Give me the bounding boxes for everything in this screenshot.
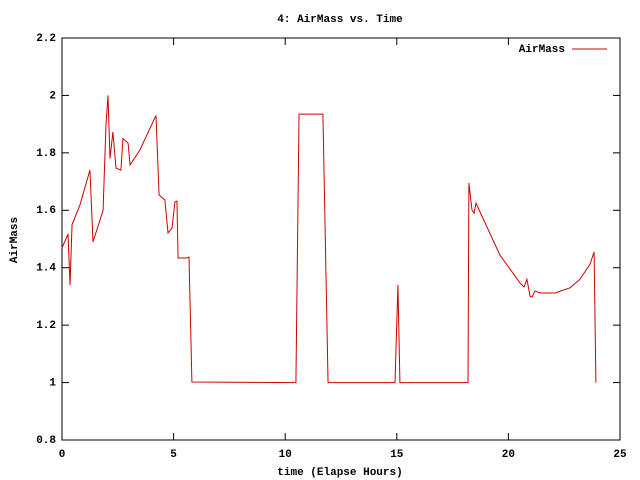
- x-tick-label: 20: [502, 449, 515, 461]
- y-tick-label: 1.8: [36, 148, 56, 160]
- y-tick-label: 1: [49, 377, 56, 389]
- chart-title: 4: AirMass vs. Time: [277, 14, 403, 26]
- data-line: [61, 95, 597, 384]
- y-tick-label: 1.4: [36, 263, 56, 275]
- y-tick-label: 1.2: [36, 320, 56, 332]
- x-tick-label: 25: [613, 449, 627, 461]
- y-tick-label: 1.6: [36, 205, 56, 217]
- x-tick-label: 15: [390, 449, 404, 461]
- y-tick-label: 0.8: [36, 435, 56, 447]
- x-tick-label: 10: [279, 449, 292, 461]
- y-tick-label: 2.2: [36, 33, 56, 45]
- x-axis-label: time (Elapse Hours): [277, 467, 402, 479]
- y-tick-label: 2: [49, 90, 56, 102]
- y-axis-label: AirMass: [9, 217, 21, 263]
- x-tick-label: 5: [170, 449, 177, 461]
- plot-frame: [61, 37, 621, 441]
- x-tick-label: 0: [59, 449, 66, 461]
- legend-label: AirMass: [519, 44, 565, 56]
